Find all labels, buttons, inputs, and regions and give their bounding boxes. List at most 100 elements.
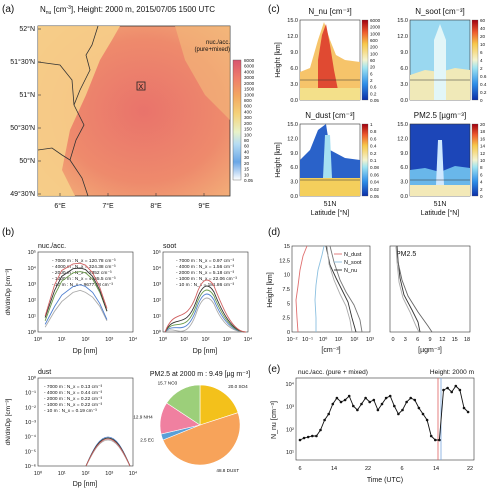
e-point — [454, 384, 458, 388]
panel-b-label: (b) — [2, 227, 14, 238]
colorbar-tick: 20 — [370, 65, 376, 70]
c-ylabel-1: Height [km] — [275, 42, 282, 77]
colorbar-a-tick: 60 — [244, 144, 250, 149]
e-point — [311, 434, 314, 438]
x-tick: 0 — [391, 337, 394, 343]
colorbar-tick: 8 — [480, 165, 483, 170]
y-tick: 10⁻⁴ — [25, 434, 37, 441]
d-line-nu-1 — [325, 245, 357, 333]
legend-entry: - 4000 m : N_x = 1.56 cm⁻³ — [176, 264, 235, 270]
x-tick: 10⁰ — [34, 470, 43, 477]
x-tick: 10⁴ — [129, 470, 138, 477]
colorbar-a-tick: 40 — [244, 149, 250, 154]
e-point — [425, 418, 429, 422]
colorbar-tick: 6 — [370, 71, 373, 76]
d-legend-text: N_dust — [344, 252, 362, 258]
e-point — [450, 390, 454, 394]
colorbar-tick: 100 — [370, 51, 378, 56]
nuc-series-line — [44, 284, 108, 325]
c-cb-4 — [471, 123, 479, 197]
c-y-tick: 12.0 — [287, 136, 298, 142]
c-cb-2-ticks: 60 40 20 10 6 4 2 0.6 0.4 0.2 0 — [480, 18, 487, 103]
y-tick: 10² — [286, 427, 294, 433]
legend-entry: - 7000 m : N_x = 0.13 cm⁻³ — [44, 384, 103, 390]
map-light-region — [38, 26, 120, 196]
x-tick: 10² — [202, 337, 210, 343]
e-title-left: nuc./acc. (pure + mixed) — [298, 369, 368, 376]
colorbar-tick: 2 — [480, 187, 483, 192]
panel-d-label: (d) — [268, 227, 280, 238]
y-tick: 10⁴ — [28, 265, 37, 272]
x-tick: 6 — [416, 337, 419, 343]
c-ylabel-2: Height [km] — [275, 142, 282, 177]
e-point — [368, 400, 372, 404]
legend-entry: - 10 m : N_x = 0.19 cm⁻³ — [44, 408, 97, 414]
map-marker: X — [139, 84, 144, 91]
c-plot-3-core — [323, 135, 332, 178]
e-x-ticks: 6 14 22 6 14 22 — [298, 466, 473, 472]
dust-legend: - 7000 m : N_x = 0.13 cm⁻³- 4000 m : N_x… — [44, 384, 103, 414]
y-tick: 12.5 — [279, 258, 290, 264]
e-point — [405, 400, 408, 404]
colorbar-a-tick: 0.05 — [244, 178, 253, 183]
colorbar-a-tick: 200 — [244, 121, 252, 126]
e-point — [376, 408, 380, 412]
legend-entry: - 7000 m : N_x = 0.97 cm⁻³ — [176, 258, 235, 264]
e-point — [327, 412, 331, 416]
c-y-tick: 9.0 — [400, 50, 408, 56]
y-tick: 7.5 — [282, 287, 290, 293]
e-point — [347, 394, 351, 398]
e-point — [393, 404, 396, 408]
legend-entry: - 2000 m : N_x = 0.22 cm⁻³ — [44, 396, 103, 402]
d-line-dust — [295, 245, 308, 333]
colorbar-tick: 0.08 — [370, 165, 379, 170]
nuc-xlabel: Dp [nm] — [73, 348, 98, 355]
pie-slice — [162, 412, 241, 466]
x-tick: 15 — [452, 337, 458, 343]
c-xlabel-1: Latitude [°N] — [311, 209, 350, 217]
panel-e-label: (e) — [268, 364, 280, 375]
dust-title: dust — [38, 369, 51, 376]
y-tick: 10⁻³ — [25, 420, 36, 426]
e-point — [384, 396, 388, 400]
e-ylabel: N_nu [cm⁻³] — [271, 401, 278, 439]
e-plot — [295, 377, 475, 461]
soot-series-line — [164, 285, 247, 333]
colorbar-tick: 2 — [370, 78, 373, 83]
nuc-series-line — [44, 262, 108, 317]
y-tick: 5 — [287, 301, 290, 307]
x-tick: 14 — [331, 466, 337, 472]
colorbar-a-tick: 300 — [244, 115, 252, 120]
colorbar-a-tick: 15 — [244, 167, 250, 172]
legend-entry: - 7000 m : N_x = 120.78 cm⁻³ — [52, 258, 116, 264]
x-tick: 10⁰ — [34, 336, 43, 343]
e-point — [462, 406, 466, 410]
soot-y-ticks: 10⁵ 10⁴ 10³ 10² 10¹ 10⁰ — [153, 249, 162, 336]
soot-series-line — [164, 289, 247, 333]
x-tick: 10¹ — [180, 337, 188, 343]
c-y-tick: 12.0 — [397, 34, 408, 40]
d-line-nu-3 — [326, 245, 353, 333]
y-tick: 10² — [153, 298, 161, 304]
colorbar-tick: 40 — [480, 26, 486, 31]
colorbar-a-tick: 600 — [244, 104, 252, 109]
panel-a: (a) Nnu [cm-3], Height: 2000 m, 2015/07/… — [2, 4, 255, 210]
colorbar-tick: 0.4 — [370, 144, 377, 149]
map-marker-box — [136, 81, 146, 91]
soot-plot — [162, 251, 249, 333]
soot-legend: - 7000 m : N_x = 0.97 cm⁻³- 4000 m : N_x… — [176, 258, 237, 288]
e-point — [438, 438, 441, 442]
colorbar-tick: 2 — [480, 66, 483, 71]
c-y-tick: 3.0 — [400, 180, 408, 186]
y-tick: 10⁵ — [28, 249, 36, 256]
y-tick: 10⁵ — [153, 249, 161, 256]
c-plot-3-low — [300, 178, 360, 196]
d-y-ticks: 15 12.5 10 7.5 5 2.5 0 — [279, 244, 290, 336]
colorbar-tick: 0.2 — [370, 151, 377, 156]
y-tick: 10⁻⁶ — [25, 463, 36, 470]
e-point — [434, 438, 437, 442]
y-tick: 10³ — [28, 282, 36, 288]
x-tick: 10⁰ — [159, 336, 168, 343]
x-tick: 10⁴ — [129, 336, 138, 343]
soot-x-ticks: 10⁰ 10¹ 10² 10³ 10⁴ — [159, 336, 253, 343]
